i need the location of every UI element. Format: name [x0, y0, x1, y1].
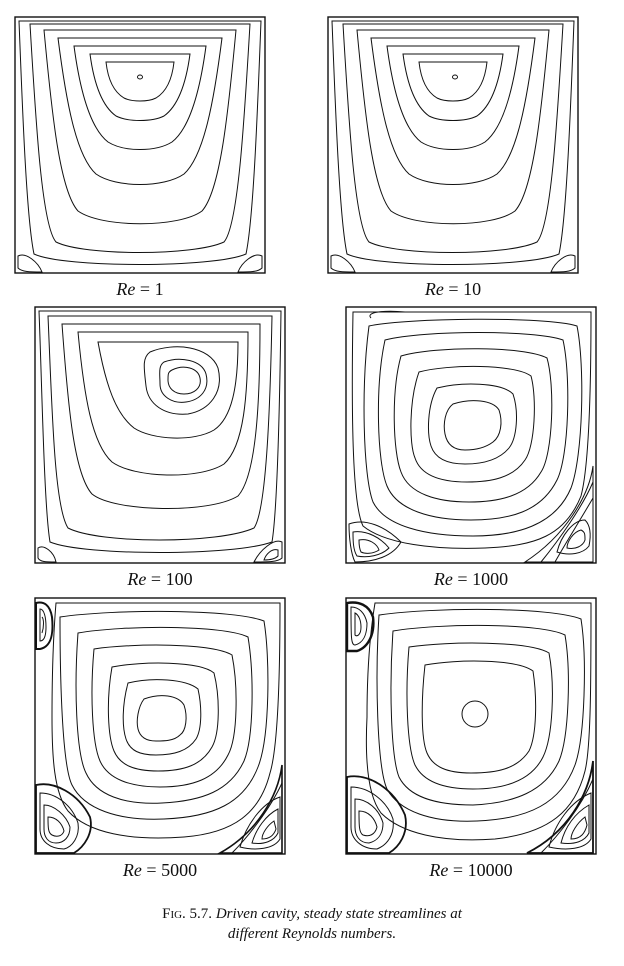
- figure-number: Fig. 5.7.: [162, 906, 213, 922]
- streamline-plot: [34, 306, 286, 564]
- re-symbol: Re: [424, 279, 444, 299]
- re-symbol: Re: [429, 860, 449, 880]
- figure-caption: Fig. 5.7. Driven cavity, steady state st…: [0, 904, 624, 944]
- reynolds-label: Re = 100: [34, 568, 286, 590]
- reynolds-label: Re = 10: [327, 278, 579, 300]
- equals-sign: =: [135, 279, 155, 299]
- panel-re-10: Re = 10: [327, 16, 579, 300]
- equals-sign: =: [452, 569, 473, 589]
- reynolds-label: Re = 10000: [345, 859, 597, 881]
- re-value: 100: [165, 569, 193, 589]
- streamline-plot: [34, 597, 286, 855]
- caption-line-1: Fig. 5.7. Driven cavity, steady state st…: [0, 904, 624, 924]
- equals-sign: =: [146, 569, 166, 589]
- re-value: 10000: [467, 860, 513, 880]
- re-value: 1000: [472, 569, 509, 589]
- re-symbol: Re: [116, 279, 136, 299]
- panel-re-1: Re = 1: [14, 16, 266, 300]
- caption-text-1: Driven cavity, steady state streamlines …: [215, 906, 462, 922]
- streamline-plot: [14, 16, 266, 274]
- equals-sign: =: [443, 279, 464, 299]
- streamline-plot: [345, 306, 597, 564]
- caption-text-2: different Reynolds numbers.: [227, 926, 397, 942]
- panel-re-1000: Re = 1000: [345, 306, 597, 590]
- re-value: 10: [463, 279, 482, 299]
- equals-sign: =: [448, 860, 468, 880]
- re-symbol: Re: [433, 569, 453, 589]
- re-symbol: Re: [122, 860, 142, 880]
- caption-line-2: different Reynolds numbers.: [0, 924, 624, 944]
- reynolds-label: Re = 5000: [34, 859, 286, 881]
- equals-sign: =: [141, 860, 162, 880]
- re-symbol: Re: [127, 569, 147, 589]
- panel-re-100: Re = 100: [34, 306, 286, 590]
- reynolds-label: Re = 1000: [345, 568, 597, 590]
- re-value: 1: [154, 279, 164, 299]
- re-value: 5000: [161, 860, 198, 880]
- streamline-plot: [345, 597, 597, 855]
- panel-re-10000: Re = 10000: [345, 597, 597, 881]
- panel-re-5000: Re = 5000: [34, 597, 286, 881]
- streamline-plot: [327, 16, 579, 274]
- reynolds-label: Re = 1: [14, 278, 266, 300]
